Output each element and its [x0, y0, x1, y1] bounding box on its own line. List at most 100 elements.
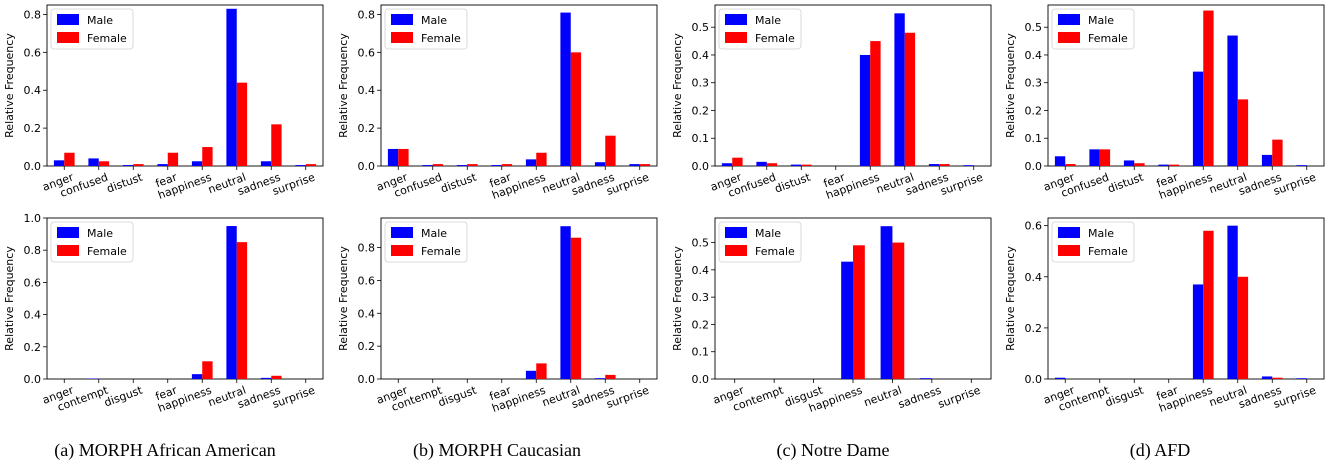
x-tick-label: disgust — [1103, 383, 1145, 409]
legend-label-female: Female — [1088, 32, 1128, 45]
y-tick-label: 0.4 — [692, 264, 710, 277]
y-axis-label: Relative Frequency — [1004, 246, 1017, 351]
bar-male-surprise — [1296, 378, 1307, 379]
legend: Male Female — [718, 221, 802, 263]
bar-male-neutral — [1227, 35, 1238, 166]
bar-male-neutral — [226, 226, 237, 379]
y-tick-label: 0.2 — [1025, 104, 1043, 117]
y-tick-label: 0.2 — [692, 104, 710, 117]
legend-label-male: Male — [1088, 14, 1114, 27]
bar-female-happiness — [853, 245, 865, 379]
axes-frame — [1047, 4, 1325, 167]
legend-swatch-female — [57, 32, 79, 43]
bar-male-happiness — [191, 374, 203, 379]
y-tick-label: 0.4 — [358, 84, 376, 97]
bar-male-confused — [1089, 149, 1100, 166]
bar-female-fear — [1168, 164, 1180, 166]
axes-frame — [46, 217, 324, 380]
caption-c: (c) Notre Dame — [776, 440, 890, 460]
bar-female-fear — [167, 152, 179, 166]
bar-female-neutral — [904, 32, 916, 166]
legend-label-female: Female — [421, 245, 461, 258]
legend: Male Female — [1051, 8, 1135, 50]
y-tick-label: 0.2 — [1025, 322, 1043, 335]
y-axis-label: Relative Frequency — [3, 246, 16, 351]
caption-b: (b) MORPH Caucasian — [413, 440, 581, 460]
bar-male-confused — [422, 165, 433, 166]
legend-label-male: Male — [87, 227, 113, 240]
bar-female-sadness — [271, 124, 282, 166]
bar-male-anger — [1054, 377, 1066, 379]
bar-male-neutral — [1227, 225, 1238, 379]
y-tick-label: 0.4 — [1025, 49, 1043, 62]
y-tick-label: 0.6 — [1025, 220, 1043, 233]
bar-female-confused — [432, 164, 444, 166]
legend-label-female: Female — [421, 32, 461, 45]
legend: Male Female — [384, 221, 468, 263]
bar-male-anger — [53, 160, 65, 166]
bar-female-anger — [732, 157, 743, 166]
bar-male-happiness — [191, 161, 203, 166]
bar-male-distust — [790, 164, 802, 166]
bar-male-sadness — [260, 377, 272, 379]
axes-frame — [714, 4, 992, 167]
legend-swatch-female — [1058, 245, 1080, 256]
y-tick-label: 0.0 — [1025, 373, 1043, 386]
y-tick-label: 0.4 — [1025, 271, 1043, 284]
bar-male-anger — [1054, 156, 1066, 166]
y-tick-label: 0.5 — [692, 237, 710, 250]
bar-male-neutral — [560, 12, 571, 166]
y-axis-label: Relative Frequency — [671, 33, 684, 138]
legend-label-female: Female — [755, 32, 795, 45]
bar-female-sadness — [271, 375, 282, 379]
legend-swatch-male — [391, 14, 413, 25]
bar-male-neutral — [894, 13, 905, 166]
bar-male-confused — [756, 161, 767, 166]
bar-male-surprise — [1296, 165, 1307, 166]
y-tick-label: 1.0 — [24, 212, 42, 225]
y-tick-label: 0.4 — [358, 307, 376, 320]
y-axis-label: Relative Frequency — [3, 33, 16, 138]
bar-male-sadness — [1261, 376, 1273, 379]
axes-frame — [1047, 217, 1325, 380]
y-tick-label: 0.0 — [692, 160, 710, 173]
legend-label-male: Male — [755, 227, 781, 240]
bar-male-happiness — [525, 159, 537, 166]
legend-label-female: Female — [755, 245, 795, 258]
axes-frame — [380, 217, 658, 380]
bar-male-happiness — [841, 261, 853, 379]
bar-female-happiness — [870, 41, 881, 166]
y-tick-label: 0.6 — [24, 46, 42, 59]
y-tick-label: 0.5 — [1025, 21, 1043, 34]
y-tick-label: 0.0 — [358, 160, 376, 173]
bar-male-happiness — [1192, 71, 1204, 166]
y-tick-label: 0.8 — [358, 8, 376, 21]
y-tick-label: 0.0 — [24, 373, 42, 386]
y-tick-label: 0.0 — [692, 373, 710, 386]
bar-female-happiness — [202, 147, 213, 166]
bar-male-sadness — [260, 161, 272, 166]
bar-male-distust — [456, 165, 468, 166]
legend-label-male: Male — [87, 14, 113, 27]
bar-female-happiness — [536, 363, 547, 379]
bar-male-distust — [122, 165, 134, 166]
y-tick-label: 0.2 — [358, 340, 376, 353]
y-axis-label: Relative Frequency — [337, 246, 350, 351]
bar-male-happiness — [525, 370, 537, 379]
bar-female-neutral — [570, 237, 582, 379]
x-tick-label: distust — [439, 170, 479, 195]
legend-swatch-female — [1058, 32, 1080, 43]
bar-male-surprise — [963, 165, 974, 166]
y-axis-label: Relative Frequency — [337, 33, 350, 138]
bar-female-confused — [1099, 149, 1111, 166]
bar-male-neutral — [560, 226, 571, 379]
bar-male-fear — [1158, 164, 1169, 166]
bar-female-distust — [1134, 163, 1145, 166]
bar-female-sadness — [605, 374, 616, 379]
y-tick-label: 0.1 — [692, 346, 710, 359]
bar-male-distust — [1123, 160, 1135, 166]
bar-male-surprise — [629, 164, 640, 166]
